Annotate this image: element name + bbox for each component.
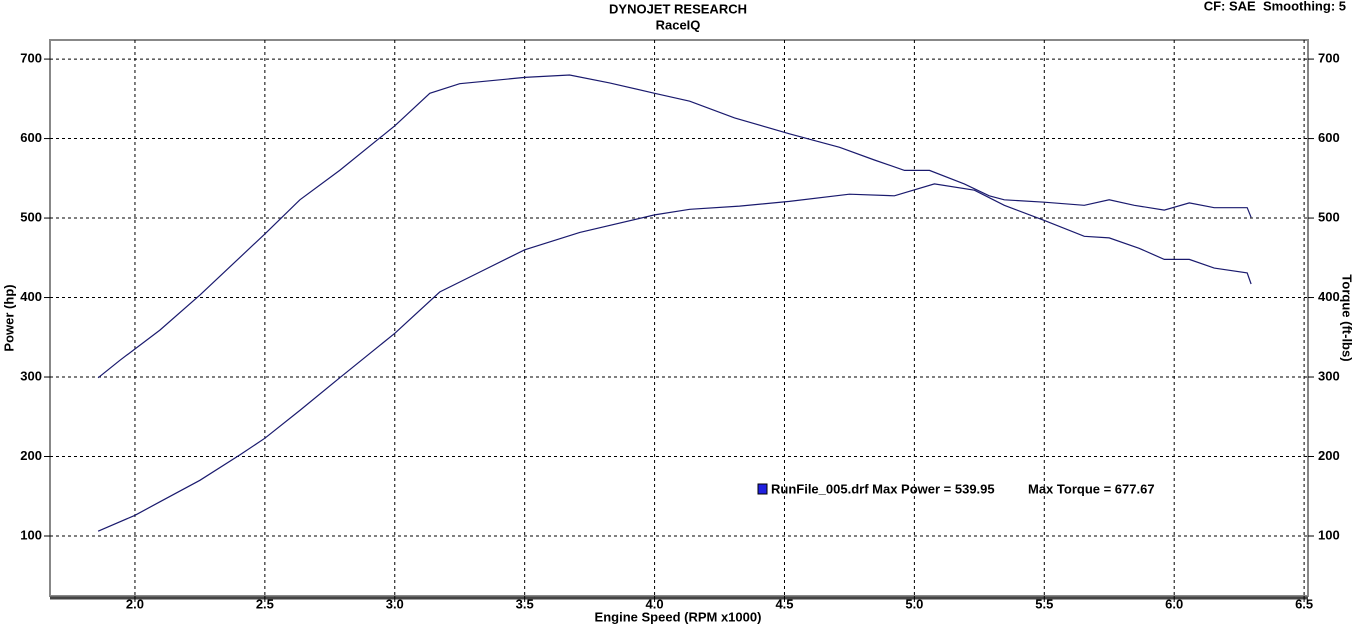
y-tick-label: 200: [20, 448, 42, 463]
corner-note: CF: SAE Smoothing: 5: [1204, 0, 1346, 13]
x-tick-label: 3.5: [516, 596, 534, 611]
x-tick-label: 3.0: [386, 596, 404, 611]
y2-tick-label: 400: [1318, 289, 1340, 304]
x-tick-label: 2.0: [126, 596, 144, 611]
x-tick-label: 6.0: [1165, 596, 1183, 611]
y-tick-label: 400: [20, 289, 42, 304]
y-tick-label: 300: [20, 368, 42, 383]
x-tick-label: 4.0: [646, 596, 664, 611]
y2-tick-label: 600: [1318, 130, 1340, 145]
y2-tick-label: 700: [1318, 51, 1340, 66]
x-axis-label: Engine Speed (RPM x1000): [595, 609, 762, 624]
x-tick-label: 5.0: [905, 596, 923, 611]
legend-text: Max Torque = 677.67: [1028, 481, 1155, 496]
y-tick-label: 500: [20, 209, 42, 224]
chart-subtitle: RaceIQ: [656, 17, 701, 32]
y2-tick-label: 100: [1318, 527, 1340, 542]
series-line: [97, 183, 1252, 532]
y2-tick-label: 300: [1318, 368, 1340, 383]
chart-title: DYNOJET RESEARCH: [609, 1, 747, 16]
y-tick-label: 700: [20, 51, 42, 66]
x-tick-label: 4.5: [775, 596, 793, 611]
y-tick-label: 600: [20, 130, 42, 145]
x-tick-label: 5.5: [1035, 596, 1053, 611]
y-tick-label: 100: [20, 527, 42, 542]
series-line: [97, 74, 1252, 379]
y2-tick-label: 500: [1318, 209, 1340, 224]
legend-swatch: [757, 483, 768, 495]
y2-axis-label: Torque (ft-lbs): [1340, 274, 1355, 361]
y2-tick-label: 200: [1318, 448, 1340, 463]
plot-area: [49, 39, 1309, 597]
x-tick-label: 6.5: [1295, 596, 1313, 611]
x-tick-label: 2.5: [256, 596, 274, 611]
legend-text: RunFile_005.drf Max Power = 539.95: [771, 481, 995, 496]
y-axis-label: Power (hp): [1, 284, 16, 351]
